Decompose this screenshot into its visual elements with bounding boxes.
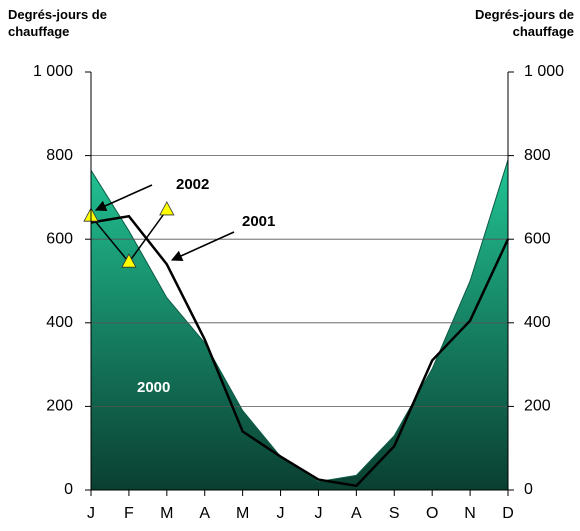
y-tick-label: 800 [46, 147, 73, 164]
x-tick-label: M [236, 505, 249, 522]
x-tick-label: A [351, 505, 362, 522]
series-label: 2001 [242, 213, 275, 230]
x-tick-label: J [87, 505, 95, 522]
annotation-arrow [170, 231, 235, 261]
y-tick-label: 0 [64, 481, 73, 498]
y-tick-label: 200 [46, 398, 73, 415]
y2-axis-label: Degrés-jours de chauffage [475, 7, 574, 39]
y2-tick-label: 400 [524, 314, 551, 331]
triangle-marker [121, 253, 137, 268]
x-tick-label: O [426, 505, 438, 522]
series-label: 2002 [176, 176, 209, 193]
x-tick-label: F [124, 505, 134, 522]
y2-tick-label: 0 [524, 481, 533, 498]
x-tick-label: J [314, 505, 322, 522]
y2-tick-label: 800 [524, 147, 551, 164]
x-tick-label: S [389, 505, 400, 522]
y-tick-label: 600 [46, 230, 73, 247]
line [90, 214, 510, 488]
x-tick-label: M [160, 505, 173, 522]
x-tick-label: A [199, 505, 210, 522]
triangle-marker [159, 201, 175, 216]
y2-tick-label: 200 [524, 398, 551, 415]
annotation-arrow [94, 184, 153, 212]
y-axis-label: Degrés-jours de chauffage [8, 7, 107, 39]
y-tick-label: 400 [46, 314, 73, 331]
area [90, 159, 509, 491]
y2-tick-label: 1 000 [524, 63, 564, 80]
y2-tick-label: 600 [524, 230, 551, 247]
x-tick-label: N [464, 505, 476, 522]
x-tick-label: J [277, 505, 285, 522]
y-tick-label: 1 000 [33, 63, 73, 80]
x-tick-label: D [502, 505, 514, 522]
series-label: 2000 [137, 379, 170, 396]
